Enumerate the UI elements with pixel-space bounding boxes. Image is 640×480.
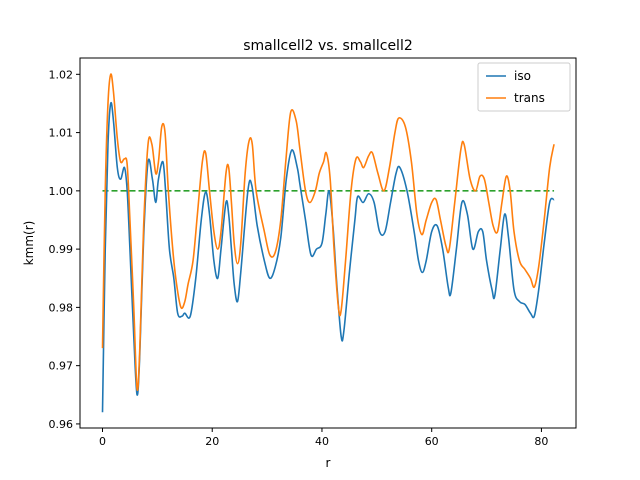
x-tick-label: 80 xyxy=(534,435,548,448)
chart-title: smallcell2 vs. smallcell2 xyxy=(243,38,413,54)
y-axis-ticks: 0.96 0.97 0.98 0.99 1.00 1.01 1.02 xyxy=(49,68,80,431)
y-tick-label: 0.99 xyxy=(49,243,74,256)
plot-frame xyxy=(79,57,577,429)
legend-label-trans: trans xyxy=(514,91,545,105)
y-tick-label: 0.97 xyxy=(49,360,74,373)
plot-area xyxy=(80,58,576,428)
x-tick-label: 20 xyxy=(205,435,219,448)
y-tick-label: 0.98 xyxy=(49,301,74,314)
x-axis-ticks: 0 20 40 60 80 xyxy=(99,428,548,448)
y-tick-label: 1.00 xyxy=(49,185,74,198)
legend-box xyxy=(477,62,571,112)
y-tick-label: 1.01 xyxy=(49,127,74,140)
y-tick-label: 0.96 xyxy=(49,418,74,431)
series-layer xyxy=(101,73,555,413)
x-axis-label: r xyxy=(326,456,331,470)
legend: iso trans xyxy=(477,62,571,112)
series-line-trans xyxy=(101,73,555,392)
legend-label-iso: iso xyxy=(514,69,531,83)
x-tick-label: 40 xyxy=(315,435,329,448)
y-tick-label: 1.02 xyxy=(49,68,74,81)
x-tick-label: 60 xyxy=(425,435,439,448)
y-axis-label: kmm(r) xyxy=(22,221,36,266)
series-line-iso xyxy=(101,101,555,413)
x-tick-label: 0 xyxy=(99,435,106,448)
